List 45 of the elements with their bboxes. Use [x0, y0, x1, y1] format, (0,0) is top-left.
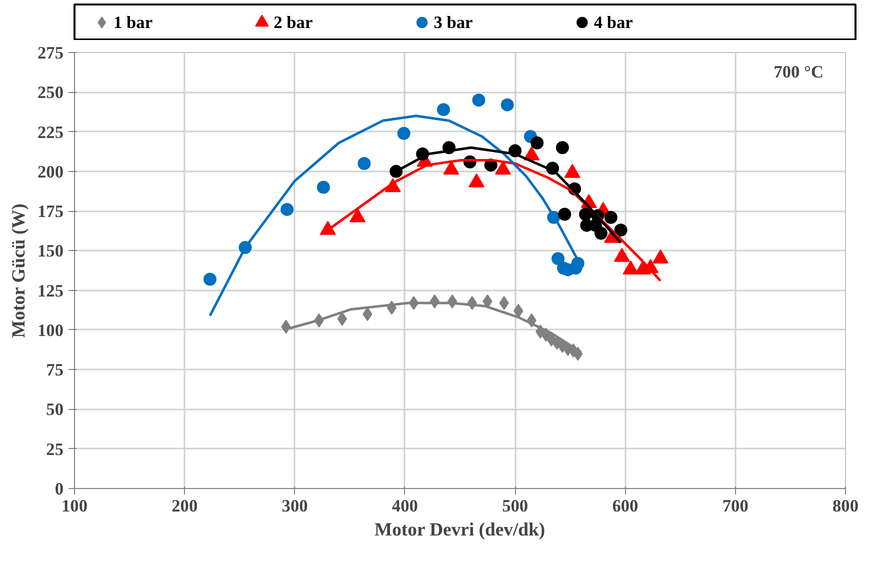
x-tick-label: 600	[612, 496, 638, 516]
y-tick-label: 50	[46, 400, 64, 420]
y-tick-label: 225	[38, 122, 64, 142]
legend-label: 3 bar	[434, 13, 474, 32]
y-tick-label: 250	[38, 83, 64, 102]
point	[579, 208, 592, 221]
x-tick-label: 400	[392, 496, 418, 516]
point	[397, 126, 410, 140]
point	[472, 94, 486, 107]
y-tick-label: 25	[46, 440, 64, 459]
point	[203, 272, 216, 286]
point	[530, 136, 544, 150]
point	[614, 224, 628, 237]
x-tick-label: 300	[282, 496, 308, 516]
point	[571, 256, 584, 270]
point	[604, 210, 618, 224]
x-tick-label: 100	[62, 496, 88, 516]
y-tick-label: 150	[38, 242, 64, 261]
point	[558, 208, 572, 221]
y-tick-label: 200	[38, 162, 64, 182]
point	[499, 296, 509, 310]
x-tick-label: 700	[722, 496, 748, 516]
y-tick-label: 0	[54, 480, 64, 498]
point	[556, 141, 569, 154]
y-tick-label: 100	[38, 320, 64, 340]
point	[552, 252, 565, 266]
x-axis-title: Motor Devri (dev/dk)	[374, 520, 546, 540]
point	[280, 202, 294, 216]
legend-label: 4 bar	[594, 13, 634, 32]
y-tick-label: 175	[38, 202, 64, 222]
point	[316, 180, 330, 194]
point	[358, 156, 371, 170]
x-tick-label: 800	[832, 496, 859, 516]
legend-label: 1 bar	[114, 13, 153, 32]
y-tick-label: 275	[38, 44, 64, 62]
y-tick-label: 75	[46, 360, 64, 380]
annotation: 700 °C	[774, 62, 824, 82]
point	[500, 98, 514, 112]
legend-label: 2 bar	[274, 13, 313, 32]
x-tick-label: 500	[502, 496, 528, 516]
point	[594, 226, 608, 240]
y-tick-label: 125	[38, 281, 64, 300]
x-tick-label: 200	[172, 496, 198, 516]
y-axis-title: Motor Gücü (W)	[8, 203, 30, 338]
point	[436, 103, 450, 116]
